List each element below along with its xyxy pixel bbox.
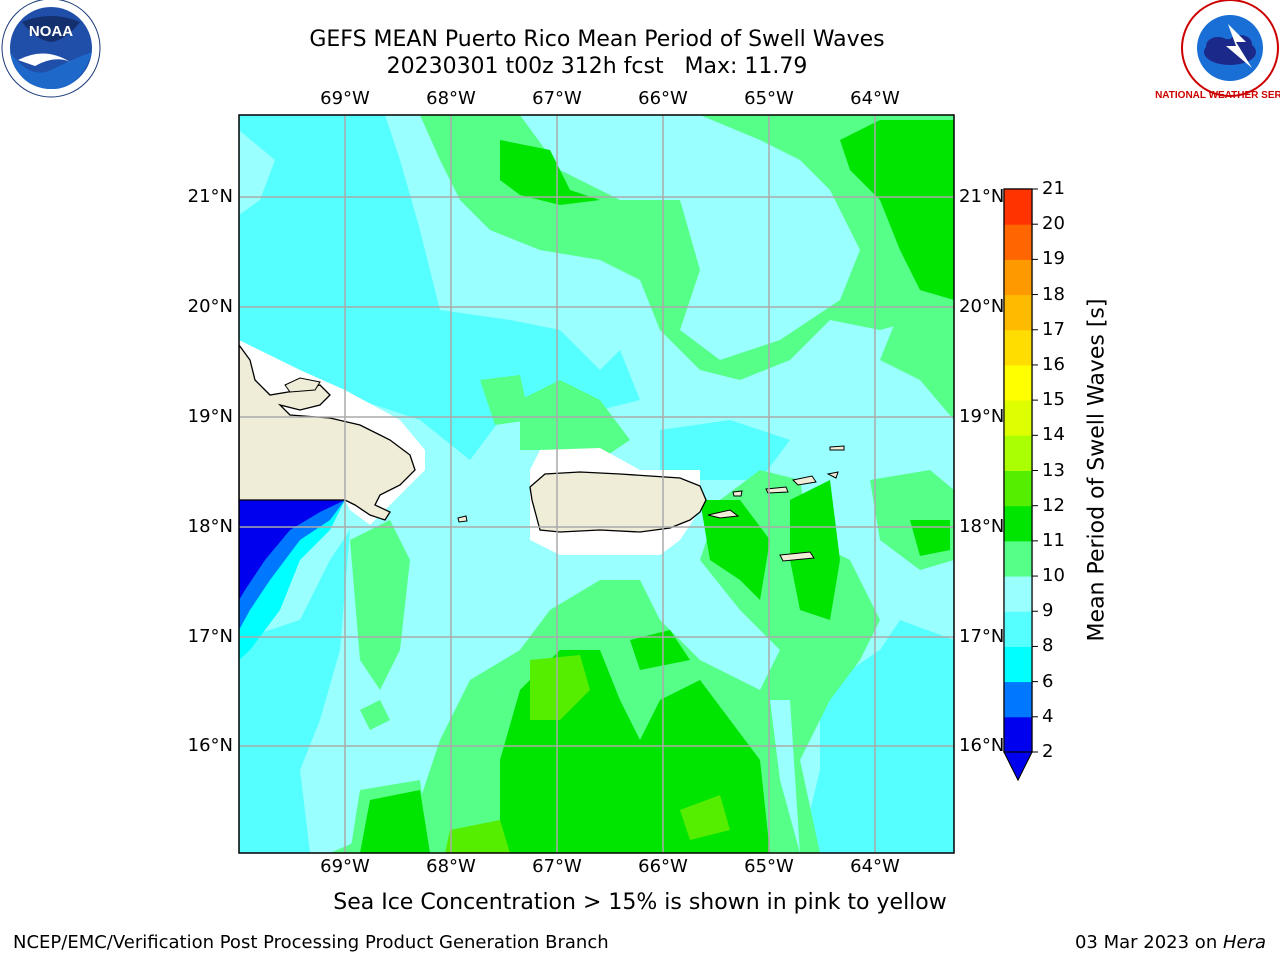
colorbar-tick-label: 10: [1042, 565, 1065, 587]
colorbar-tick-label: 18: [1042, 283, 1065, 305]
colorbar-tick-label: 6: [1042, 670, 1054, 692]
colorbar-tick-label: 4: [1042, 705, 1054, 727]
lon-label-bottom: 66°W: [638, 856, 688, 877]
lat-label-right: 17°N: [959, 626, 1005, 647]
map-gridlines: [239, 115, 954, 853]
colorbar-tick-label: 14: [1042, 424, 1065, 446]
colorbar-tick-label: 17: [1042, 318, 1065, 340]
sea-ice-note: Sea Ice Concentration > 15% is shown in …: [333, 890, 947, 915]
colorbar-tick-label: 21: [1042, 178, 1065, 199]
lat-label-left: 17°N: [187, 626, 233, 647]
lat-label-left: 18°N: [187, 516, 233, 537]
colorbar-tick-label: 16: [1042, 353, 1065, 375]
lat-label-left: 16°N: [187, 735, 233, 756]
lat-label-left: 21°N: [187, 186, 233, 207]
colorbar-tick-label: 11: [1042, 529, 1065, 551]
lon-label-top: 66°W: [638, 88, 688, 109]
map-area: [239, 115, 954, 853]
colorbar-tick-label: 9: [1042, 600, 1054, 622]
lat-label-left: 20°N: [187, 296, 233, 317]
lon-label-top: 64°W: [850, 88, 900, 109]
colorbar-frame: [1003, 188, 1033, 753]
colorbar-tick-label: 20: [1042, 213, 1065, 235]
map-frame: [238, 114, 955, 854]
lon-label-bottom: 64°W: [850, 856, 900, 877]
footer-date: 03 Mar 2023 on Hera: [1075, 932, 1266, 953]
colorbar-tick-label: 15: [1042, 389, 1065, 411]
footer-date-text: 03 Mar 2023 on: [1074, 932, 1223, 953]
lat-label-right: 19°N: [959, 406, 1005, 427]
colorbar-label: Mean Period of Swell Waves [s]: [1084, 298, 1110, 642]
colorbar: [1003, 751, 1033, 782]
chart-title-line1: GEFS MEAN Puerto Rico Mean Period of Swe…: [309, 27, 885, 52]
lon-label-top: 65°W: [744, 88, 794, 109]
lon-label-top: 69°W: [320, 88, 370, 109]
nws-logo-text: NATIONAL WEATHER SERVICE: [1155, 90, 1280, 101]
chart-title-line2: 20230301 t00z 312h fcst Max: 11.79: [386, 54, 808, 79]
colorbar-extend-arrow: [1003, 751, 1033, 782]
colorbar-tick-label: 13: [1042, 459, 1065, 481]
colorbar-tick-label: 8: [1042, 635, 1054, 657]
lat-label-right: 20°N: [959, 296, 1005, 317]
footer-host: Hera: [1222, 932, 1266, 953]
nws-logo: NATIONAL WEATHER SERVICE: [1155, 0, 1280, 101]
lon-label-bottom: 68°W: [426, 856, 476, 877]
lon-label-bottom: 65°W: [744, 856, 794, 877]
noaa-logo-text: NOAA: [29, 23, 73, 40]
colorbar-tick-label: 2: [1042, 741, 1054, 762]
lat-label-left: 19°N: [187, 406, 233, 427]
lon-label-bottom: 69°W: [320, 856, 370, 877]
colorbar-tick-label: 19: [1042, 248, 1065, 270]
lon-label-top: 68°W: [426, 88, 476, 109]
lon-label-top: 67°W: [532, 88, 582, 109]
lat-label-right: 21°N: [959, 186, 1005, 207]
lon-label-bottom: 67°W: [532, 856, 582, 877]
colorbar-tick-label: 12: [1042, 494, 1065, 516]
footer-credit: NCEP/EMC/Verification Post Processing Pr…: [13, 932, 609, 953]
lat-label-right: 16°N: [959, 735, 1005, 756]
noaa-logo: NOAA: [1, 0, 101, 98]
lat-label-right: 18°N: [959, 516, 1005, 537]
